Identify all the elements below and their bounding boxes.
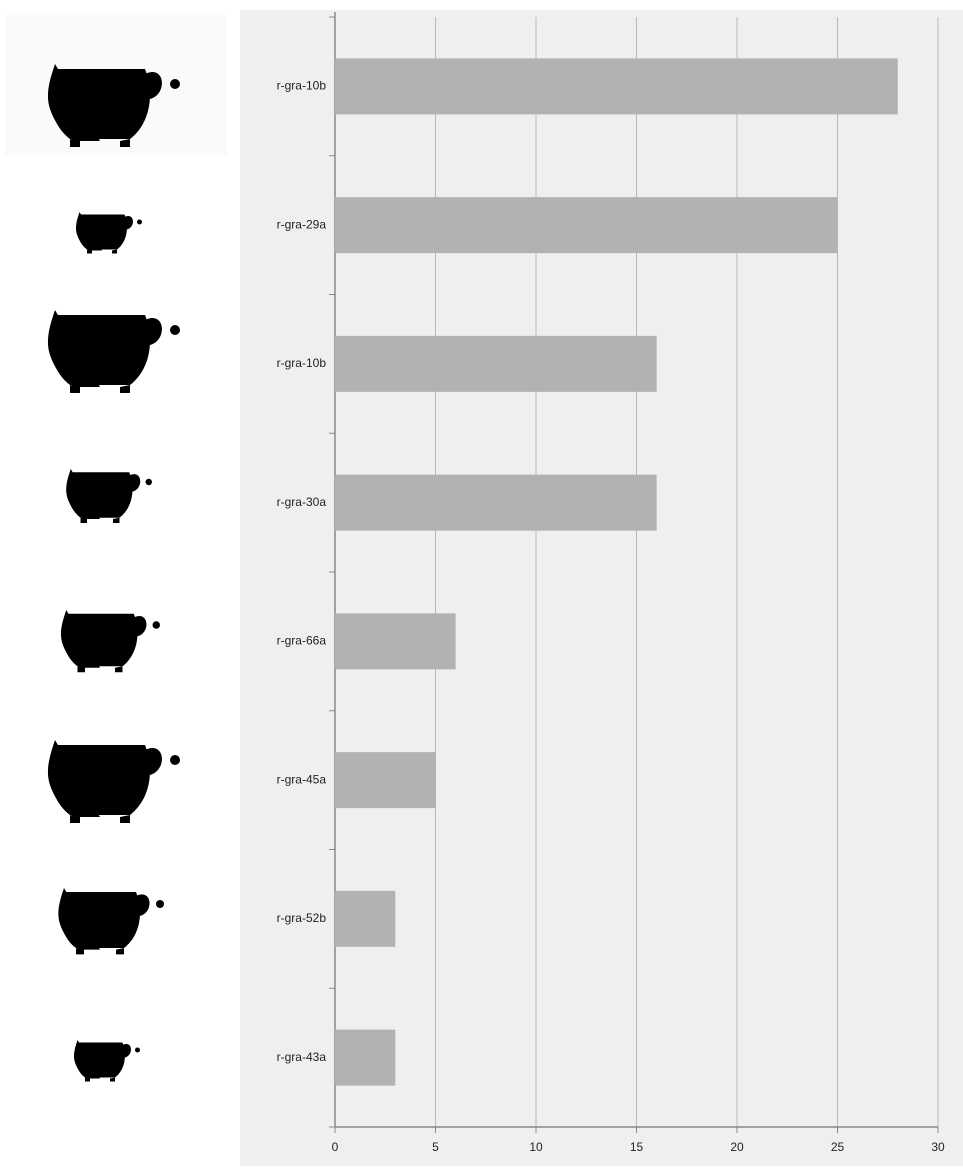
y-tick-label: r-gra-10b xyxy=(277,79,327,93)
pot-drawing xyxy=(58,888,165,955)
pot-drawing xyxy=(60,610,160,673)
y-tick-label: r-gra-10b xyxy=(277,356,327,370)
y-tick-label: r-gra-66a xyxy=(277,634,327,648)
y-tick-label: r-gra-29a xyxy=(277,217,327,231)
plot-background xyxy=(240,10,963,1166)
x-tick-label: 25 xyxy=(831,1140,845,1154)
pot-drawing xyxy=(47,310,181,393)
pot-drawing xyxy=(47,740,181,823)
pot-drawing xyxy=(73,1040,140,1082)
x-tick-label: 10 xyxy=(529,1140,543,1154)
x-tick-label: 30 xyxy=(931,1140,945,1154)
x-tick-label: 20 xyxy=(730,1140,744,1154)
x-tick-label: 15 xyxy=(630,1140,644,1154)
bar xyxy=(335,890,396,947)
bar xyxy=(335,58,898,115)
y-tick-label: r-gra-30a xyxy=(277,495,327,509)
y-tick-label: r-gra-52b xyxy=(277,911,327,925)
pot-drawing xyxy=(66,469,153,523)
x-tick-label: 5 xyxy=(432,1140,439,1154)
bar xyxy=(335,335,657,392)
bar xyxy=(335,613,456,670)
y-tick-label: r-gra-45a xyxy=(277,772,327,786)
bar xyxy=(335,752,436,809)
bar xyxy=(335,1029,396,1086)
x-tick-label: 0 xyxy=(332,1140,339,1154)
bar xyxy=(335,197,838,254)
bar xyxy=(335,474,657,531)
pot-illustrations xyxy=(5,15,227,1082)
y-tick-label: r-gra-43a xyxy=(277,1050,327,1064)
pot-drawing xyxy=(75,212,142,254)
